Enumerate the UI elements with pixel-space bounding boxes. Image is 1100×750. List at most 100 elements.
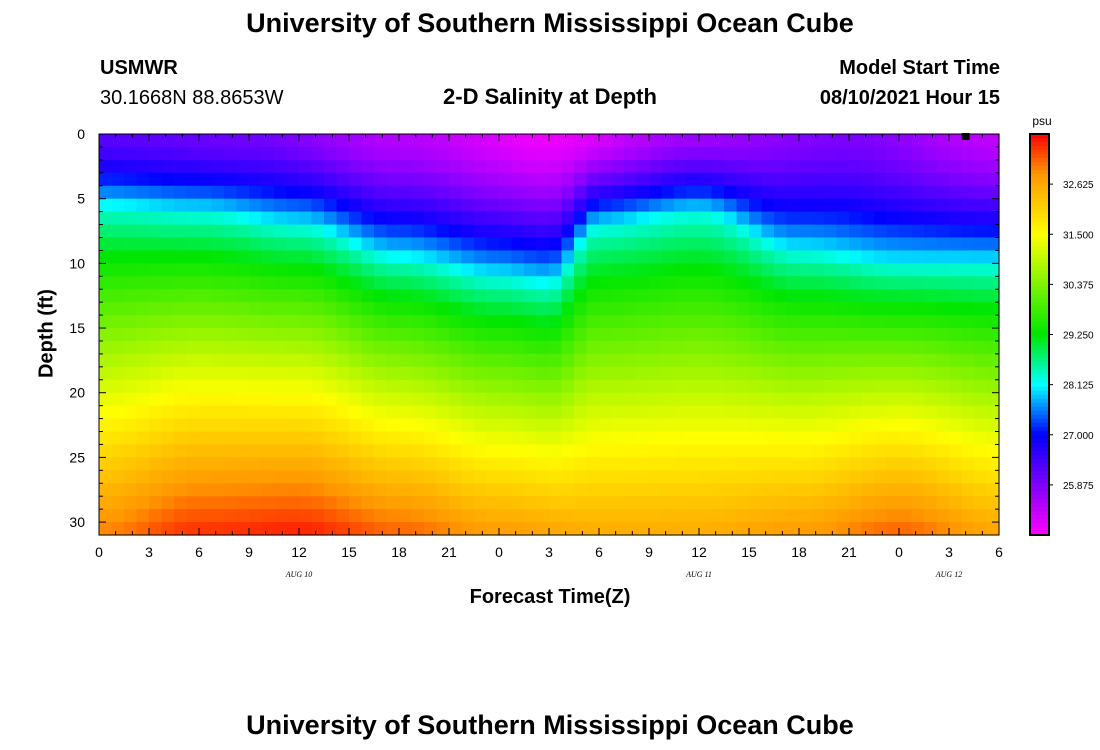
heatmap-cell [699, 483, 713, 497]
colorbar-segment [1030, 498, 1049, 504]
heatmap-cell [136, 366, 150, 381]
colorbar-segment [1030, 338, 1049, 344]
heatmap-cell [261, 263, 275, 277]
heatmap-cell [474, 263, 488, 277]
heatmap-cell [274, 366, 288, 381]
heatmap-cell [461, 211, 475, 226]
y-axis-title: Depth (ft) [35, 289, 58, 378]
heatmap-cell [461, 237, 475, 252]
heatmap-cell [261, 250, 275, 264]
heatmap-cell [711, 366, 725, 381]
heatmap-cell [861, 185, 875, 200]
heatmap-cell [349, 444, 363, 458]
heatmap-cell [899, 444, 913, 458]
heatmap-cell [961, 328, 975, 342]
heatmap-cell [211, 418, 225, 433]
heatmap-cell [211, 457, 225, 471]
heatmap-cell [486, 250, 500, 264]
heatmap-cell [411, 379, 425, 394]
colorbar-segment [1030, 146, 1049, 151]
heatmap-cell [536, 379, 550, 394]
heatmap-cell [986, 418, 1000, 433]
heatmap-cell [461, 366, 475, 381]
heatmap-cell [636, 379, 650, 394]
heatmap-cell [674, 211, 688, 226]
heatmap-cell [961, 146, 975, 161]
heatmap-cell [174, 134, 188, 148]
heatmap-cell [736, 366, 750, 381]
heatmap-cell [911, 483, 925, 497]
colorbar-segment [1030, 218, 1049, 223]
heatmap-cell [311, 172, 325, 187]
heatmap-cell [699, 340, 713, 355]
heatmap-cell [536, 405, 550, 420]
heatmap-cell [249, 483, 263, 497]
heatmap-cell [149, 379, 163, 394]
heatmap-cell [111, 470, 125, 484]
heatmap-cell [711, 418, 725, 433]
heatmap-cell [761, 146, 775, 161]
heatmap-cell [286, 172, 300, 187]
bottom-title: University of Southern Mississippi Ocean… [246, 710, 854, 740]
heatmap-cell [136, 431, 150, 446]
heatmap-cell [149, 134, 163, 148]
heatmap-cell [549, 172, 563, 187]
heatmap-cell [974, 315, 988, 329]
heatmap-cell [924, 159, 938, 174]
heatmap-cell [761, 237, 775, 252]
x-tick-label: 6 [195, 544, 203, 560]
heatmap-cell [536, 159, 550, 174]
heatmap-cell [149, 522, 163, 536]
heatmap-cell [99, 315, 113, 329]
heatmap-cell [124, 302, 138, 316]
heatmap-cell [499, 159, 513, 174]
heatmap-cell [186, 134, 200, 148]
heatmap-cell [886, 198, 900, 213]
heatmap-cell [136, 392, 150, 407]
heatmap-cell [961, 470, 975, 484]
heatmap-cell [111, 483, 125, 497]
heatmap-cell [624, 379, 638, 394]
heatmap-cell [186, 431, 200, 446]
colorbar-tick-label: 28.125 [1063, 381, 1094, 392]
heatmap-cell [636, 315, 650, 329]
heatmap-cell [449, 237, 463, 252]
heatmap-cell [861, 172, 875, 187]
heatmap-cell [961, 509, 975, 523]
heatmap-cell [661, 418, 675, 433]
colorbar-segment [1030, 394, 1049, 400]
heatmap-cell [261, 146, 275, 161]
heatmap-cell [361, 509, 375, 523]
heatmap-cell [849, 444, 863, 458]
heatmap-cell [124, 211, 138, 226]
heatmap-cell [611, 224, 625, 239]
x-axis-title: Forecast Time(Z) [469, 586, 631, 608]
heatmap-cell [474, 172, 488, 187]
heatmap-cell [874, 172, 888, 187]
heatmap-cell [674, 366, 688, 381]
heatmap-cell [611, 134, 625, 148]
heatmap-cell [149, 470, 163, 484]
heatmap-cell [499, 496, 513, 510]
heatmap-cell [199, 392, 213, 407]
heatmap-cell [561, 444, 575, 458]
heatmap-cell [961, 185, 975, 200]
heatmap-cell [224, 379, 238, 394]
heatmap-cell [511, 211, 525, 226]
heatmap-cell [824, 172, 838, 187]
heatmap-cell [224, 211, 238, 226]
heatmap-cell [524, 509, 538, 523]
heatmap-cell [561, 224, 575, 239]
heatmap-cell [799, 328, 813, 342]
heatmap-cell [136, 483, 150, 497]
heatmap-cell [374, 509, 388, 523]
heatmap-cell [974, 457, 988, 471]
heatmap-cell [749, 198, 763, 213]
heatmap-cell [899, 289, 913, 303]
heatmap-cell [636, 483, 650, 497]
heatmap-cell [424, 211, 438, 226]
heatmap-cell [674, 379, 688, 394]
heatmap-cell [511, 444, 525, 458]
heatmap-cell [111, 431, 125, 446]
heatmap-cell [924, 366, 938, 381]
